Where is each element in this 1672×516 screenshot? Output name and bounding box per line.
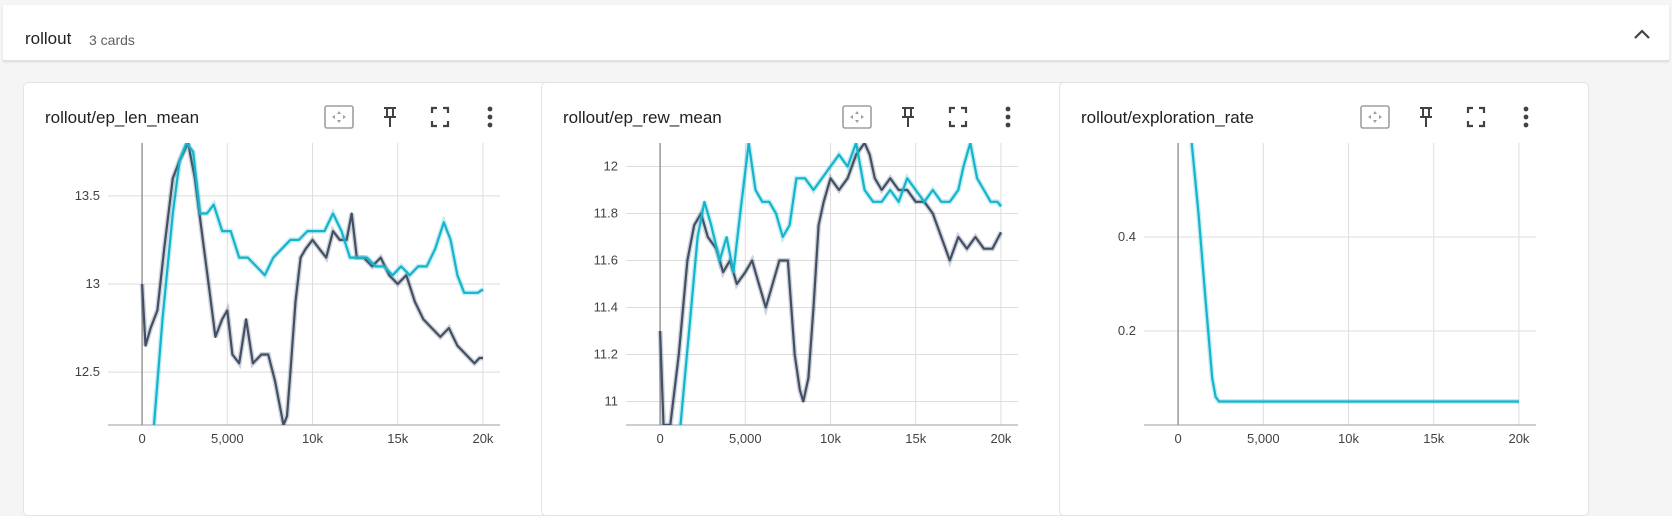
scalar-card-ep-len-mean: rollout/ep_len_mean 12.5 13 13.5 0 5,000 10k 1…: [23, 82, 553, 516]
y-tick-label: 11.2: [594, 347, 618, 362]
series-0-line: [1190, 143, 1519, 403]
x-tick-label: 10k: [820, 431, 841, 446]
pin-icon[interactable]: [891, 102, 925, 132]
more-vert-icon[interactable]: [991, 102, 1025, 132]
line-chart[interactable]: 11 11.2 11.4 11.6 11.8 12 0 5,000 10k 15k 20k: [542, 138, 1070, 515]
group-header: rollout 3 cards: [3, 5, 1669, 61]
fullscreen-icon[interactable]: [1459, 102, 1493, 132]
line-chart[interactable]: 12.5 13 13.5 0 5,000 10k 15k 20k: [24, 138, 552, 515]
x-tick-label: 0: [138, 431, 145, 446]
x-tick-label: 20k: [990, 431, 1011, 446]
group-title: rollout: [25, 29, 72, 48]
x-tick-label: 0: [656, 431, 663, 446]
x-tick-label: 5,000: [1247, 431, 1280, 446]
scalar-card-ep-rew-mean: rollout/ep_rew_mean 11 11.2 11.4 11.6 11.8 12…: [541, 82, 1071, 516]
x-tick-label: 5,000: [211, 431, 244, 446]
series-1-line: [152, 143, 484, 425]
series-0-line: [659, 143, 1002, 425]
y-tick-label: 11: [605, 394, 619, 409]
pin-icon[interactable]: [373, 102, 407, 132]
fullscreen-icon[interactable]: [941, 102, 975, 132]
y-tick-label: 0.2: [1118, 323, 1136, 338]
fit-domain-icon[interactable]: [322, 102, 356, 132]
x-tick-label: 10k: [1338, 431, 1359, 446]
x-tick-label: 0: [1174, 431, 1181, 446]
card-title: rollout/exploration_rate: [1081, 108, 1254, 127]
more-vert-icon[interactable]: [1509, 102, 1543, 132]
y-tick-label: 11.8: [594, 206, 618, 221]
y-tick-label: 11.6: [594, 253, 618, 268]
y-tick-label: 12: [604, 159, 618, 174]
card-title: rollout/ep_rew_mean: [563, 108, 722, 127]
y-tick-label: 13.5: [75, 188, 100, 203]
pin-icon[interactable]: [1409, 102, 1443, 132]
y-tick-label: 13: [86, 276, 100, 291]
card-title: rollout/ep_len_mean: [45, 108, 200, 127]
fit-domain-icon[interactable]: [840, 102, 874, 132]
series-0-halo: [1189, 143, 1519, 404]
chevron-up-icon[interactable]: [1627, 23, 1657, 51]
x-tick-label: 20k: [472, 431, 493, 446]
line-chart[interactable]: 0.2 0.4 0 5,000 10k 15k 20k: [1060, 138, 1588, 515]
y-tick-label: 12.5: [75, 364, 100, 379]
series-1-line: [679, 143, 1002, 425]
y-tick-label: 11.4: [594, 300, 618, 315]
x-tick-label: 15k: [905, 431, 926, 446]
group-card-count: 3 cards: [89, 32, 135, 48]
x-tick-label: 15k: [1423, 431, 1444, 446]
x-tick-label: 10k: [302, 431, 323, 446]
scalar-card-exploration-rate: rollout/exploration_rate 0.2 0.4 0 5,000 10k…: [1059, 82, 1589, 516]
more-vert-icon[interactable]: [473, 102, 507, 132]
fit-domain-icon[interactable]: [1358, 102, 1392, 132]
x-tick-label: 20k: [1508, 431, 1529, 446]
fullscreen-icon[interactable]: [423, 102, 457, 132]
y-tick-label: 0.4: [1118, 229, 1136, 244]
x-tick-label: 15k: [387, 431, 408, 446]
x-tick-label: 5,000: [729, 431, 762, 446]
